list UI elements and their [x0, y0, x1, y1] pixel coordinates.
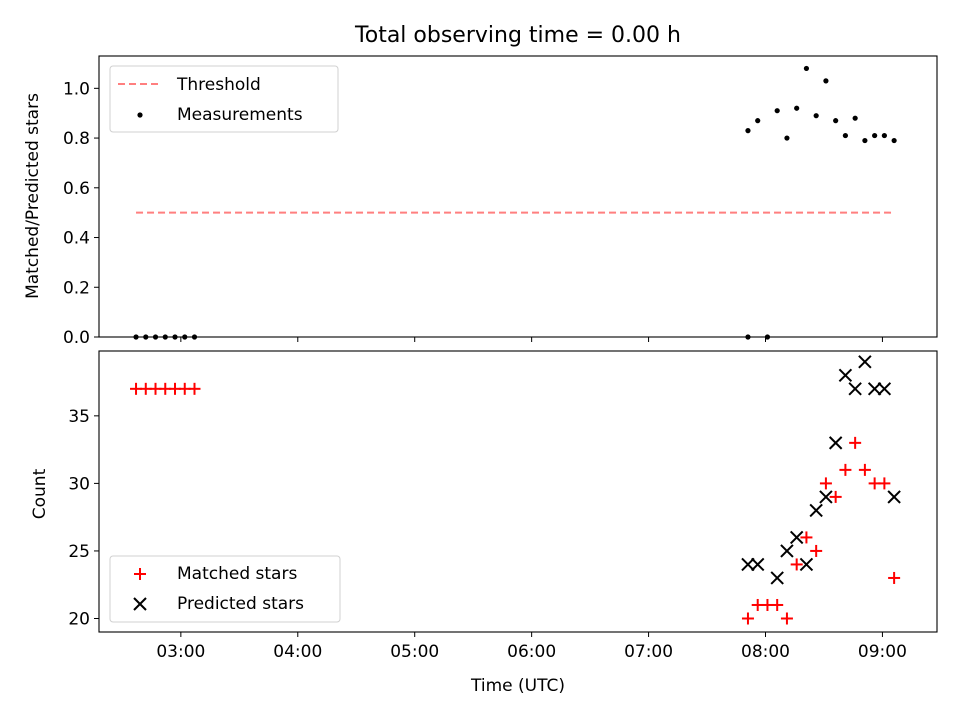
predicted-star-point [799, 557, 814, 572]
ratio-ytick-label: 1.0 [63, 79, 90, 99]
predicted-star-point [838, 368, 853, 383]
count-xtick-label: 05:00 [390, 642, 439, 662]
ratio-ytick-label: 0.2 [63, 278, 90, 298]
ratio-ytick-label: 0.0 [63, 328, 90, 348]
predicted-star-point [877, 382, 892, 396]
ratio-ytick-group: 0.0 0.2 0.4 0.6 0.8 1.0 [63, 79, 883, 348]
ratio-legend: Threshold Measurements [109, 65, 339, 133]
count-ylabel: Count [30, 468, 50, 519]
predicted-star-point [828, 436, 843, 450]
matched-star-point [839, 463, 852, 476]
measurement-point [823, 78, 829, 84]
measurement-point [872, 132, 878, 139]
measurement-point [862, 137, 868, 144]
count-xtick-label: 08:00 [741, 642, 790, 662]
predicted-star-point [887, 490, 901, 504]
predicted-star-point [858, 355, 872, 369]
matched-star-point [780, 612, 793, 625]
measurements-legend-label: Measurements [177, 105, 303, 125]
predicted-star-point [750, 557, 765, 572]
predicted-star-point [770, 571, 784, 585]
ratio-axes-frame [98, 55, 938, 338]
measurement-point [794, 105, 800, 111]
measurements-legend-swatch [137, 112, 143, 118]
count-tick-group: 20 25 30 35 03:00 04:00 05:00 06:00 07:00 08:00 09… [68, 407, 907, 662]
count-xtick-label: 06:00 [507, 642, 556, 662]
matched-star-point [829, 490, 842, 503]
matched-star-point [810, 544, 823, 557]
count-ytick-label: 35 [68, 407, 90, 427]
ratio-ylabel: Matched/Predicted stars [23, 93, 43, 299]
matched-legend-swatch [134, 568, 146, 580]
predicted-star-point [741, 557, 755, 572]
predicted-star-point [848, 382, 862, 396]
measurement-point [881, 132, 887, 139]
count-xtick-label: 03:00 [156, 642, 205, 662]
ratio-axes: Total observing time = 0.00 h 0.00.20.40… [23, 23, 938, 348]
matched-star-point [741, 612, 754, 625]
measurement-point [774, 108, 780, 114]
ratio-legend-box [109, 65, 339, 133]
matched-star-point [888, 571, 901, 584]
matched-star-point [800, 531, 813, 544]
predicted-star-point [809, 503, 823, 518]
matched-star-point [771, 598, 784, 611]
threshold-legend-label: Threshold [176, 75, 261, 95]
ratio-ytick-label: 0.4 [63, 229, 90, 249]
predicted-star-point [789, 530, 804, 545]
chart-title: Total observing time = 0.00 h [354, 23, 681, 48]
matched-star-point [188, 382, 201, 395]
predicted-legend-label: Predicted stars [177, 594, 304, 614]
measurement-point [891, 137, 897, 144]
measurement-point [842, 132, 849, 139]
matched-star-point [819, 477, 832, 490]
count-ytick-label: 25 [68, 542, 90, 562]
measurement-point [803, 65, 810, 72]
predicted-star-point [867, 382, 882, 396]
measurement-point [755, 118, 761, 124]
measurement-point [852, 115, 858, 121]
measurement-point [833, 118, 839, 124]
ratio-ytick-label: 0.8 [63, 129, 90, 149]
measurement-point [784, 135, 790, 141]
matched-star-point [858, 463, 871, 476]
count-axes-frame [98, 350, 938, 633]
matched-star-point [849, 436, 862, 449]
count-ytick-label: 30 [68, 474, 90, 494]
ratio-ytick-label: 0.6 [63, 179, 90, 199]
count-plot-area [130, 355, 901, 625]
count-legend-box [109, 555, 341, 623]
measurement-point [813, 113, 819, 119]
count-xtick-label: 07:00 [624, 642, 673, 662]
matched-legend-label: Matched stars [177, 564, 297, 584]
measurement-point [745, 128, 751, 134]
count-legend: Matched stars Predicted stars [109, 555, 341, 623]
count-ytick-label: 20 [68, 609, 90, 629]
count-axes: 20 25 30 35 03:00 04:00 05:00 06:00 07:00 08:00 09… [30, 350, 938, 696]
predicted-legend-swatch [133, 597, 147, 611]
predicted-star-point [780, 544, 794, 558]
count-xtick-label: 09:00 [858, 642, 907, 662]
count-xlabel: Time (UTC) [470, 676, 565, 696]
matched-star-point [878, 477, 891, 490]
count-xtick-label: 04:00 [273, 642, 322, 662]
matched-star-point [790, 558, 803, 571]
predicted-star-point [819, 490, 833, 504]
